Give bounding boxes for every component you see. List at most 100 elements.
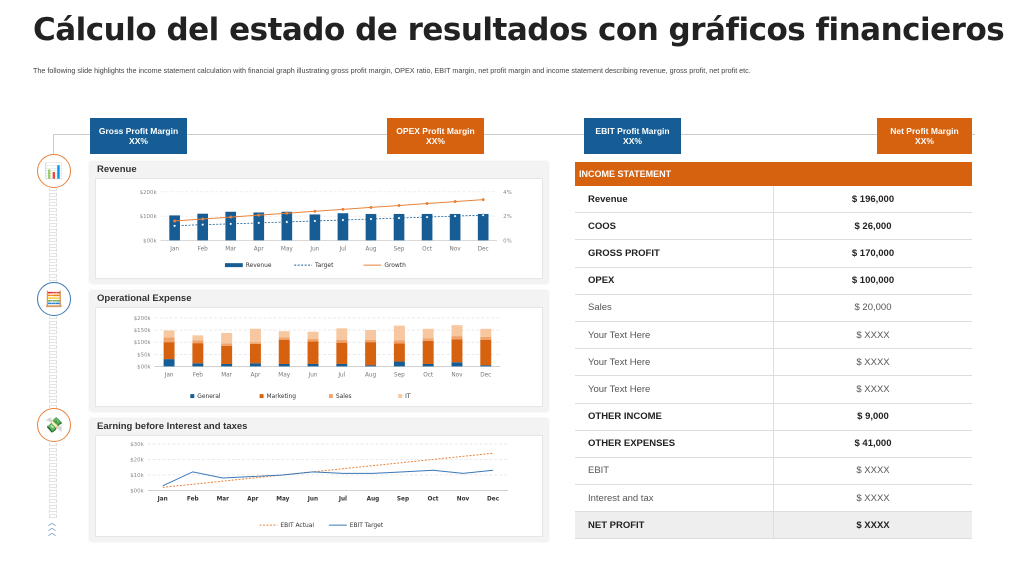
- y-tick-label: $50k: [137, 352, 151, 358]
- row-value: $ XXXX: [856, 519, 890, 531]
- bar-revenue: [197, 213, 209, 241]
- point-target: [481, 213, 485, 217]
- point-growth: [313, 209, 317, 213]
- bar-sales: [307, 338, 319, 342]
- bar-sales: [422, 338, 434, 341]
- timeline-track: [49, 443, 57, 518]
- legend-label: Revenue: [246, 262, 272, 269]
- ebit-panel: Earning before Interest and taxes $00k $1…: [90, 419, 548, 541]
- x-tick-label: May: [281, 246, 293, 252]
- legend-label: Sales: [336, 393, 352, 400]
- x-tick-label: May: [278, 372, 290, 378]
- x-tick-label: Jan: [157, 496, 168, 502]
- point-growth: [229, 215, 233, 219]
- table-row: OPEX $ 100,000: [575, 267, 972, 295]
- x-tick-label: Dec: [478, 246, 489, 252]
- row-value: $ XXXX: [856, 492, 890, 504]
- row-value: $ XXXX: [856, 356, 890, 368]
- x-tick-label: Oct: [423, 372, 434, 378]
- x-tick-label: Nov: [457, 496, 470, 502]
- point-growth: [425, 201, 429, 206]
- opex-chart: $00k $50k $100k $150k $200k Jan Feb Mar Apr May Ju…: [134, 316, 501, 400]
- point-growth: [453, 200, 457, 204]
- y-tick-label: $10k: [130, 473, 144, 479]
- bar-general: [422, 363, 434, 367]
- legend-swatch: [190, 394, 195, 399]
- bar-general: [192, 363, 204, 367]
- bar-sales: [393, 340, 405, 344]
- x-tick-label: Dec: [480, 372, 491, 378]
- y2-tick-label: 0%: [503, 238, 512, 244]
- row-label: NET PROFIT: [575, 512, 774, 539]
- bar-marketing: [163, 342, 175, 360]
- row-label: OPEX: [575, 267, 774, 294]
- opex-panel: Operational Expense $00k $50k $100k $150k $2…: [90, 291, 548, 411]
- panel-title: Earning before Interest and taxes: [97, 421, 248, 432]
- bar-sales: [221, 343, 233, 346]
- bar-general: [278, 363, 290, 367]
- bar-marketing: [307, 341, 319, 364]
- bar-sales: [192, 340, 204, 344]
- legend-swatch: [224, 263, 243, 268]
- row-value: $ 196,000: [851, 193, 895, 205]
- point-target: [257, 221, 261, 225]
- x-tick-label: Feb: [198, 246, 209, 252]
- x-tick-label: Feb: [193, 372, 204, 378]
- bar-marketing: [192, 343, 204, 364]
- bar-revenue: [449, 213, 461, 241]
- point-target: [341, 218, 345, 222]
- bar-sales: [336, 339, 348, 343]
- point-target: [369, 217, 373, 221]
- bar-marketing: [336, 342, 348, 364]
- y-tick-label: $30k: [130, 442, 144, 448]
- x-tick-label: Jun: [308, 372, 318, 378]
- bar-general: [393, 361, 405, 367]
- x-tick-label: Dec: [487, 496, 500, 502]
- bar-it: [393, 325, 405, 341]
- row-label: Your Text Here: [575, 321, 774, 349]
- row-value: $ XXXX: [856, 465, 890, 477]
- point-growth: [173, 219, 177, 223]
- table-row: Your Text Here $ XXXX: [575, 321, 972, 350]
- x-tick-label: Mar: [225, 246, 236, 252]
- x-tick-label: Jul: [338, 246, 346, 252]
- point-growth: [369, 205, 373, 209]
- point-growth: [341, 207, 345, 211]
- bar-marketing: [221, 345, 233, 364]
- bar-revenue: [281, 211, 293, 241]
- x-tick-label: Apr: [247, 496, 259, 502]
- net-profit-margin-box: Net Profit Margin XX%: [877, 118, 972, 154]
- x-tick-label: Jun: [307, 496, 318, 502]
- bar-revenue: [393, 213, 405, 241]
- x-tick-label: Mar: [217, 496, 230, 502]
- table-row: COOS $ 26,000: [575, 213, 972, 241]
- chevrons-up-icon: ︿ ︿ ︿: [48, 518, 56, 537]
- point-target: [201, 223, 205, 227]
- y2-tick-label: 4%: [503, 190, 512, 196]
- row-label: Revenue: [575, 186, 774, 213]
- y-tick-label: $200k: [134, 316, 152, 322]
- row-value: $ 9,000: [857, 411, 889, 423]
- x-tick-label: Jul: [337, 372, 345, 378]
- gross-profit-margin-box: Gross Profit Margin XX%: [90, 118, 187, 154]
- y-tick-label: $00k: [143, 238, 157, 244]
- bar-revenue: [365, 213, 377, 241]
- row-label: Sales: [575, 294, 774, 321]
- bar-revenue: [225, 211, 237, 241]
- legend-label: Marketing: [267, 393, 297, 400]
- bar-revenue: [337, 213, 349, 241]
- bar-sales: [365, 339, 377, 343]
- y-tick-label: $100k: [140, 214, 158, 220]
- timeline-divider: [53, 134, 975, 135]
- row-value: $ XXXX: [856, 383, 890, 395]
- row-label: Interest and tax: [575, 485, 774, 512]
- x-tick-label: Jan: [164, 372, 174, 378]
- row-label: OTHER EXPENSES: [575, 430, 774, 457]
- table-row: Your Text Here $ XXXX: [575, 349, 972, 377]
- timeline-track: [49, 316, 57, 408]
- x-tick-label: Aug: [365, 246, 377, 252]
- bar-it: [192, 335, 204, 341]
- income-statement-table: INCOME STATEMENT Revenue $ 196,000 COOS $ 2…: [575, 162, 972, 540]
- bar-revenue: [253, 212, 265, 241]
- x-tick-label: Jul: [338, 496, 347, 502]
